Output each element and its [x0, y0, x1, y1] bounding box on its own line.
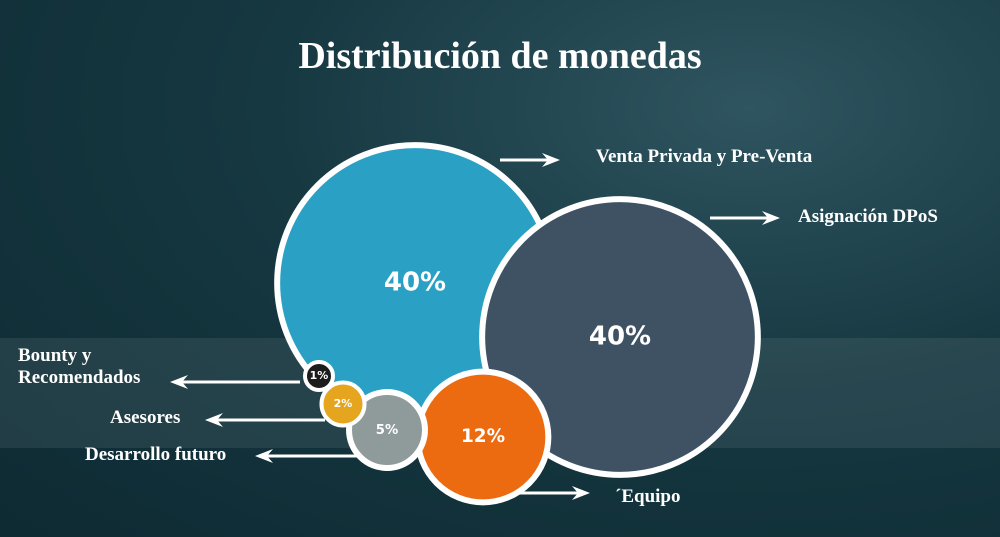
chart-title: Distribución de monedas: [298, 35, 702, 77]
bubble: [479, 196, 761, 478]
value-label: 5%: [376, 423, 398, 438]
arrow-head: [205, 413, 223, 427]
value-label: 40%: [384, 268, 446, 298]
bubble: [303, 360, 335, 392]
category-label: ´Equipo: [615, 486, 681, 507]
arrow-head: [542, 153, 560, 167]
value-label: 12%: [461, 426, 505, 447]
value-label: 1%: [310, 369, 329, 382]
category-label: Desarrollo futuro: [85, 444, 227, 465]
category-label: Venta Privada y Pre-Venta: [596, 146, 813, 167]
category-label: Asignación DPoS: [798, 206, 938, 227]
category-label: Asesores: [110, 407, 181, 428]
arrow-head: [572, 486, 590, 500]
arrow-head: [762, 211, 780, 225]
bubble: [346, 389, 428, 471]
bubble: [319, 380, 367, 428]
arrow-head: [170, 375, 188, 389]
category-label: Bounty y Recomendados: [18, 345, 141, 388]
arrow-head: [255, 449, 273, 463]
value-label: 40%: [589, 322, 651, 352]
value-label: 2%: [334, 397, 353, 410]
